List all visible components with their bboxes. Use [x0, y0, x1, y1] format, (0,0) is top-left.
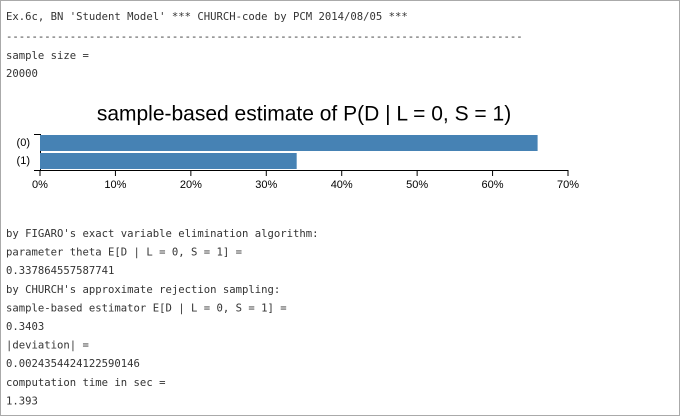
console-line: |deviation| =	[6, 340, 89, 352]
console-line: ----------------------------------------…	[6, 31, 523, 43]
chart-title: sample-based estimate of P(D | L = 0, S …	[97, 103, 511, 126]
x-tick-label: 10%	[104, 179, 126, 191]
x-tick-label: 70%	[557, 179, 579, 191]
x-tick-label: 0%	[32, 179, 48, 191]
console-line: 0.0024354424122590146	[6, 358, 140, 370]
x-tick-label: 30%	[255, 179, 277, 191]
console-line: parameter theta E[D | L = 0, S = 1] =	[6, 247, 242, 259]
console-line: computation time in sec =	[6, 377, 165, 389]
console-line: 0.3403	[6, 321, 44, 333]
y-tick-label: (0)	[17, 137, 30, 149]
bar	[40, 135, 538, 151]
console-line: Ex.6c, BN 'Student Model' *** CHURCH-cod…	[6, 11, 408, 23]
x-tick-label: 20%	[180, 179, 202, 191]
x-tick-label: 40%	[331, 179, 353, 191]
bar	[40, 153, 297, 169]
x-tick-label: 50%	[406, 179, 428, 191]
x-tick-label: 60%	[482, 179, 504, 191]
console-line: by FIGARO's exact variable elimination a…	[6, 228, 319, 240]
y-axis	[34, 134, 41, 171]
console-line: sample-based estimator E[D | L = 0, S = …	[6, 302, 287, 314]
console-line: 20000	[6, 68, 38, 80]
console-line: 0.337864557587741	[6, 265, 114, 277]
y-tick-label: (1)	[17, 155, 30, 167]
console-line: sample size =	[6, 50, 89, 62]
console-line: 1.393	[6, 395, 38, 407]
console-line: by CHURCH's approximate rejection sampli…	[6, 284, 280, 296]
